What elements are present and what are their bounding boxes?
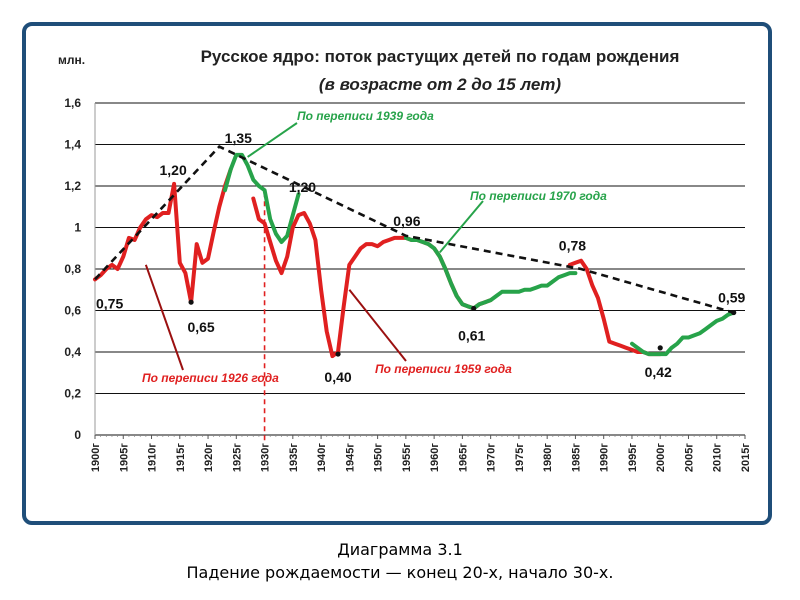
x-tick-label: 2010г	[712, 443, 724, 472]
x-tick-label: 1955г	[401, 443, 413, 472]
y-tick-label: 0,2	[64, 387, 81, 401]
data-label: 0,59	[718, 290, 745, 306]
annotation-label: По переписи 1959 года	[375, 362, 512, 376]
annotation-leader	[439, 200, 484, 254]
data-label: 0,96	[393, 213, 420, 229]
x-tick-label: 1990г	[599, 443, 611, 472]
data-point	[471, 305, 477, 312]
caption-text: Падение рождаемости — конец 20-х, начало…	[186, 563, 614, 582]
x-tick-label: 1905г	[118, 443, 130, 472]
series-line-5	[567, 258, 663, 357]
series-line-2	[223, 152, 301, 244]
y-tick-label: 0	[74, 428, 81, 442]
data-point	[657, 345, 663, 351]
data-label: 1,20	[289, 179, 316, 195]
x-tick-label: 2015г	[740, 443, 752, 472]
data-label: 0,42	[645, 364, 672, 380]
y-tick-label: 1,4	[64, 138, 81, 152]
x-tick-label: 1950г	[373, 443, 385, 472]
annotation-leader	[348, 289, 407, 362]
annotation-label: По переписи 1939 года	[297, 109, 434, 123]
trend-line-path	[94, 145, 735, 314]
x-tick-label: 1910г	[147, 443, 159, 472]
data-point	[731, 309, 737, 316]
x-tick-label: 1915г	[175, 443, 187, 472]
x-tick-label: 2000г	[655, 443, 667, 472]
x-tick-label: 2005г	[683, 443, 695, 472]
annotation-label: По переписи 1926 года	[142, 371, 279, 385]
x-tick-label: 1925г	[231, 443, 243, 472]
x-tick-label: 1975г	[514, 443, 526, 472]
data-labels: 0,75 1,20 1,35 1,20 0,65 0,40 0,96 0,61 0,78 0,42…	[96, 130, 746, 385]
data-label: 1,35	[225, 130, 252, 146]
data-label: 0,40	[324, 369, 351, 385]
series-line-6	[630, 310, 736, 357]
x-tick-label: 1985г	[570, 443, 582, 472]
data-label: 0,75	[96, 295, 123, 311]
annotation-leader	[144, 264, 184, 371]
data-label: 0,65	[187, 319, 214, 335]
x-tick-label: 1935г	[288, 443, 300, 472]
annotations: По переписи 1926 года По переписи 1939 го…	[142, 109, 607, 385]
series-line-1	[93, 167, 233, 305]
caption-number: Диаграмма 3.1	[337, 540, 463, 559]
gridlines	[95, 102, 745, 436]
data-label: 0,78	[559, 238, 586, 254]
x-tick-labels: 1900г 1905г 1910г 1915г 1920г 1925г 1930г 1935г…	[90, 443, 752, 472]
x-tick-label: 1900г	[90, 443, 102, 472]
trend-line	[94, 145, 735, 314]
series-lines	[93, 152, 736, 359]
x-tick-label: 1930г	[260, 443, 272, 472]
data-label: 1,20	[160, 162, 187, 178]
data-label: 0,61	[458, 327, 485, 343]
chart-subtitle: (в возрасте от 2 до 15 лет)	[319, 75, 561, 94]
y-tick-label: 0,4	[64, 345, 81, 359]
y-tick-label: 1,6	[64, 96, 81, 110]
x-tick-label: 1965г	[457, 443, 469, 472]
x-tick-label: 1995г	[627, 443, 639, 472]
x-tick-label: 1920г	[203, 443, 215, 472]
x-tick-label: 1970г	[486, 443, 498, 472]
y-tick-label: 1	[74, 221, 81, 235]
data-point	[335, 351, 341, 357]
data-points	[188, 299, 737, 357]
y-tick-label: 0,8	[64, 262, 81, 276]
x-tick-label: 1980г	[542, 443, 554, 472]
y-axis-label: млн.	[58, 53, 85, 67]
x-tick-label: 1940г	[316, 443, 328, 472]
y-tick-label: 0,6	[64, 304, 81, 318]
x-tick-label: 1945г	[344, 443, 356, 472]
chart-title: Русское ядро: поток растущих детей по го…	[201, 47, 680, 66]
data-point	[188, 299, 194, 305]
axes	[94, 103, 746, 439]
series-line-4	[403, 235, 578, 311]
y-tick-label: 1,2	[64, 179, 81, 193]
y-tick-labels: 0 0,2 0,4 0,6 0,8 1 1,2 1,4 1,6	[64, 96, 81, 442]
annotation-leader	[247, 122, 298, 158]
chart-frame	[22, 22, 772, 525]
annotation-label: По переписи 1970 года	[470, 189, 607, 203]
x-tick-label: 1960г	[429, 443, 441, 472]
